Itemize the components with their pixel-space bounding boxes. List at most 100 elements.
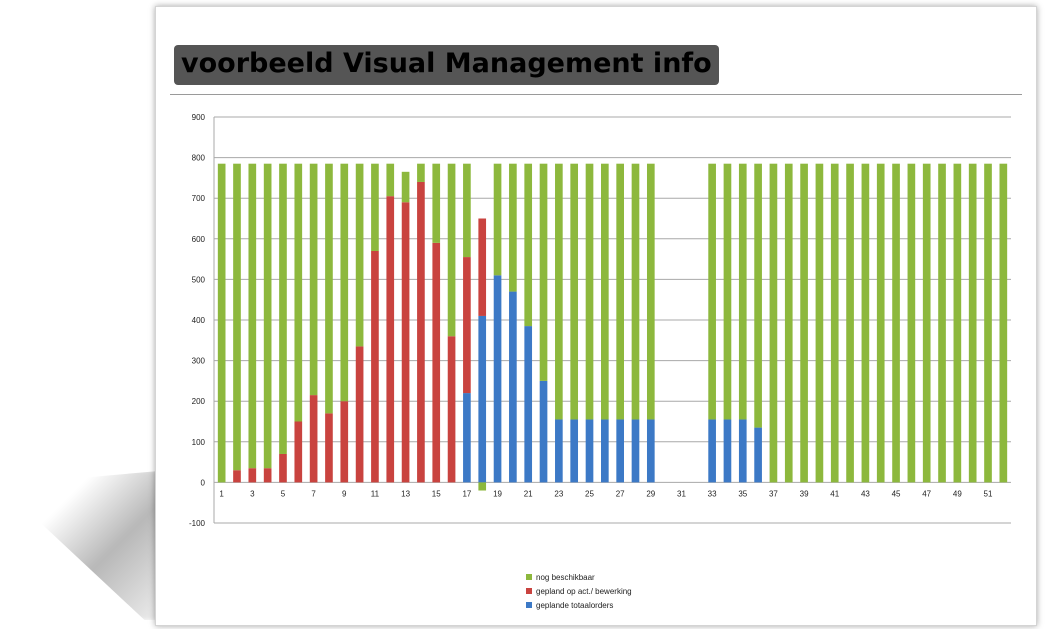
bar-geplande-totaalorders-34	[723, 419, 732, 483]
bar-nog-beschikbaar-18	[478, 482, 487, 491]
bar-nog-beschikbaar-23	[555, 163, 563, 420]
x-tick-label: 5	[281, 489, 286, 498]
bar-nog-beschikbaar-37	[769, 163, 778, 483]
bar-nog-beschikbaar-14	[417, 163, 425, 182]
slide: voorbeeld Visual Management info -100 0 10…	[155, 6, 1037, 626]
bar-gepland-op-act-bewerking-4	[263, 468, 272, 483]
bar-nog-beschikbaar-17	[463, 163, 471, 258]
bar-geplande-totaalorders-21	[524, 326, 533, 483]
bar-nog-beschikbaar-52	[999, 163, 1008, 483]
x-tick-label: 39	[800, 489, 809, 498]
bar-nog-beschikbaar-28	[631, 163, 640, 420]
bar-nog-beschikbaar-42	[846, 163, 854, 483]
bar-nog-beschikbaar-13	[401, 171, 410, 203]
bar-nog-beschikbaar-36	[754, 163, 762, 428]
bar-geplande-totaalorders-18	[478, 315, 487, 483]
x-tick-label: 11	[371, 489, 380, 498]
bar-geplande-totaalorders-24	[570, 419, 579, 483]
y-tick-label: 600	[192, 235, 206, 244]
legend-label: gepland op act./ bewerking	[536, 586, 632, 596]
bar-nog-beschikbaar-21	[524, 163, 533, 327]
bar-nog-beschikbaar-1	[217, 163, 226, 483]
bar-geplande-totaalorders-36	[754, 427, 762, 483]
bar-nog-beschikbaar-27	[616, 163, 624, 420]
bar-nog-beschikbaar-4	[263, 163, 272, 469]
bar-geplande-totaalorders-27	[616, 419, 624, 483]
x-tick-label: 15	[432, 489, 441, 498]
bar-gepland-op-act-bewerking-7	[309, 395, 318, 483]
bar-nog-beschikbaar-16	[447, 163, 456, 337]
bar-nog-beschikbaar-3	[248, 163, 257, 469]
bar-nog-beschikbaar-35	[738, 163, 747, 420]
bar-nog-beschikbaar-6	[294, 163, 303, 422]
bar-geplande-totaalorders-19	[493, 275, 502, 483]
bar-gepland-op-act-bewerking-3	[248, 468, 257, 483]
bar-gepland-op-act-bewerking-17	[463, 257, 471, 394]
x-tick-label: 21	[524, 489, 533, 498]
x-tick-label: 7	[311, 489, 316, 498]
bar-nog-beschikbaar-38	[784, 163, 793, 483]
bar-geplande-totaalorders-35	[738, 419, 747, 483]
bar-gepland-op-act-bewerking-6	[294, 421, 303, 483]
bar-gepland-op-act-bewerking-18	[478, 218, 487, 316]
bar-gepland-op-act-bewerking-13	[401, 202, 410, 483]
bar-nog-beschikbaar-25	[585, 163, 594, 420]
bar-nog-beschikbaar-44	[876, 163, 885, 483]
x-tick-label: 45	[892, 489, 901, 498]
bar-nog-beschikbaar-20	[509, 163, 517, 292]
bar-gepland-op-act-bewerking-10	[355, 346, 364, 483]
bar-nog-beschikbaar-22	[539, 163, 548, 381]
bar-geplande-totaalorders-29	[646, 419, 655, 483]
bar-nog-beschikbaar-45	[892, 163, 900, 483]
bar-nog-beschikbaar-29	[646, 163, 655, 420]
legend-swatch-blue	[526, 602, 532, 608]
bar-nog-beschikbaar-2	[233, 163, 241, 471]
legend-swatch-red	[526, 588, 532, 594]
bar-nog-beschikbaar-48	[938, 163, 946, 483]
bar-nog-beschikbaar-19	[493, 163, 502, 276]
bar-nog-beschikbaar-41	[830, 163, 839, 483]
chart-legend: nog beschikbaar gepland op act./ bewerki…	[526, 570, 632, 612]
x-tick-label: 17	[462, 489, 471, 498]
x-tick-label: 51	[984, 489, 993, 498]
bar-nog-beschikbaar-11	[371, 163, 379, 251]
bar-nog-beschikbaar-7	[309, 163, 318, 396]
y-tick-label: 100	[192, 438, 206, 447]
x-tick-label: 31	[677, 489, 686, 498]
bar-geplande-totaalorders-23	[555, 419, 563, 483]
x-tick-label: 29	[646, 489, 655, 498]
bar-nog-beschikbaar-43	[861, 163, 870, 483]
bar-nog-beschikbaar-9	[340, 163, 349, 402]
bar-geplande-totaalorders-26	[601, 419, 609, 483]
bar-nog-beschikbaar-33	[708, 163, 716, 420]
y-tick-label: 0	[201, 478, 206, 487]
bar-nog-beschikbaar-10	[355, 163, 364, 347]
x-tick-label: 23	[554, 489, 563, 498]
y-tick-label: 900	[192, 113, 206, 122]
bar-nog-beschikbaar-51	[984, 163, 992, 483]
bar-geplande-totaalorders-17	[463, 393, 471, 483]
y-tick-label: 700	[192, 194, 206, 203]
bar-nog-beschikbaar-34	[723, 163, 732, 420]
bar-nog-beschikbaar-50	[968, 163, 977, 483]
slide-shadow	[0, 470, 170, 620]
bar-nog-beschikbaar-26	[601, 163, 609, 420]
bar-geplande-totaalorders-33	[708, 419, 716, 483]
bar-nog-beschikbaar-46	[907, 163, 916, 483]
title-divider	[170, 94, 1022, 95]
bar-nog-beschikbaar-24	[570, 163, 579, 420]
y-tick-label: -100	[189, 519, 206, 528]
bar-gepland-op-act-bewerking-14	[417, 181, 425, 483]
bar-gepland-op-act-bewerking-2	[233, 470, 241, 483]
y-tick-label: 300	[192, 357, 206, 366]
bar-gepland-op-act-bewerking-11	[371, 250, 379, 483]
slide-title: voorbeeld Visual Management info	[174, 45, 719, 85]
legend-item-nog-beschikbaar: nog beschikbaar	[526, 570, 632, 584]
y-tick-label: 800	[192, 154, 206, 163]
bar-nog-beschikbaar-15	[432, 163, 441, 243]
x-tick-label: 33	[708, 489, 717, 498]
x-tick-label: 43	[861, 489, 870, 498]
bar-gepland-op-act-bewerking-5	[279, 453, 287, 483]
x-tick-label: 27	[616, 489, 625, 498]
y-tick-label: 400	[192, 316, 206, 325]
